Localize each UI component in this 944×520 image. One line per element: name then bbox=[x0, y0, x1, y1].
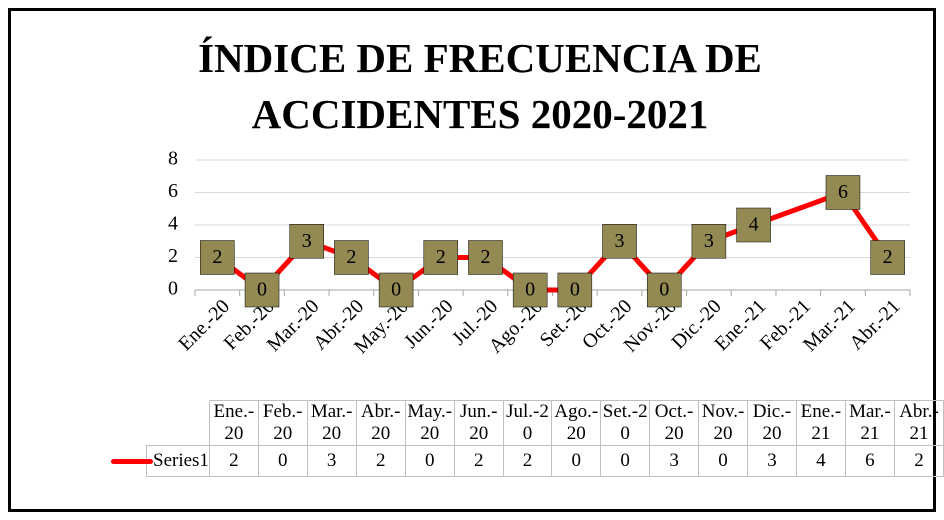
data-label: 3 bbox=[615, 230, 625, 252]
table-value: 3 bbox=[747, 445, 797, 477]
table-header-cell: Ene.-21 bbox=[795, 400, 846, 446]
x-tick-label: Ene.-20 bbox=[174, 295, 234, 355]
x-tick-label: Abr.-21 bbox=[845, 295, 904, 354]
chart-frame bbox=[8, 8, 936, 512]
table-value: 4 bbox=[795, 445, 846, 477]
data-label: 2 bbox=[883, 246, 893, 268]
table-header-cell: May.-20 bbox=[404, 400, 455, 446]
marker bbox=[334, 240, 369, 275]
y-tick-label: 8 bbox=[168, 148, 178, 170]
marker bbox=[200, 240, 235, 275]
marker bbox=[825, 175, 861, 210]
data-label: 0 bbox=[391, 279, 401, 301]
table-value: 2 bbox=[355, 445, 406, 477]
data-label: 3 bbox=[302, 230, 312, 252]
marker bbox=[378, 272, 414, 308]
data-table: Ene.-20 Feb.-20 Mar.-20 Abr.-20 May.-20 Jun.-… bbox=[111, 400, 944, 477]
data-label: 2 bbox=[212, 246, 222, 268]
table-value: 2 bbox=[893, 445, 944, 477]
y-tick-label: 2 bbox=[168, 245, 178, 267]
table-header-cell: Jun.-20 bbox=[453, 400, 504, 446]
table-header-row: Ene.-20 Feb.-20 Mar.-20 Abr.-20 May.-20 Jun.-… bbox=[147, 400, 944, 446]
table-value: 2 bbox=[208, 445, 259, 477]
data-label: 3 bbox=[704, 230, 714, 252]
table-header-cell: Mar.-21 bbox=[844, 400, 895, 446]
chart: 02468Ene.-20Feb.-20Mar.-20Abr.-20May.-20… bbox=[168, 148, 911, 358]
legend-swatch bbox=[111, 459, 153, 465]
table-value: 3 bbox=[649, 445, 700, 477]
data-label: 2 bbox=[480, 246, 490, 268]
legend-cell: Series1 bbox=[111, 445, 210, 477]
table-value: 0 bbox=[551, 445, 602, 477]
table-header-cell: Oct.-20 bbox=[649, 400, 700, 446]
y-tick-label: 4 bbox=[168, 213, 178, 235]
table-value: 2 bbox=[502, 445, 553, 477]
table-value: 0 bbox=[404, 445, 455, 477]
table-header-cell: Set.-20 bbox=[600, 400, 651, 446]
marker bbox=[646, 272, 682, 308]
table-header-cell: Jul.-20 bbox=[502, 400, 553, 446]
table-row: Series1 2 0 3 2 0 2 2 0 0 3 0 3 4 6 2 bbox=[111, 445, 944, 477]
data-label: 0 bbox=[570, 279, 580, 301]
table-header-cell: Dic.-20 bbox=[747, 400, 797, 446]
x-tick-label: Ene.-21 bbox=[710, 295, 770, 355]
table-value: 0 bbox=[600, 445, 651, 477]
data-label: 6 bbox=[838, 181, 848, 203]
chart-title: ÍNDICE DE FRECUENCIA DE ACCIDENTES 2020-… bbox=[198, 35, 762, 137]
marker bbox=[512, 272, 548, 308]
data-label: 2 bbox=[436, 246, 446, 268]
legend-label: Series1 bbox=[153, 450, 209, 471]
marker bbox=[423, 240, 459, 275]
marker bbox=[602, 224, 637, 259]
table-header-cell: Ago.-20 bbox=[551, 400, 602, 446]
table-header-cell: Abr.-21 bbox=[893, 400, 944, 446]
data-label: 0 bbox=[525, 279, 535, 301]
table-value: 0 bbox=[698, 445, 749, 477]
data-label: 0 bbox=[659, 279, 669, 301]
table-header-cell: Nov.-20 bbox=[698, 400, 749, 446]
marker bbox=[557, 272, 593, 308]
data-label: 4 bbox=[749, 214, 759, 236]
table-value: 2 bbox=[453, 445, 504, 477]
table-value: 0 bbox=[257, 445, 308, 477]
table-header-cell: Abr.-20 bbox=[355, 400, 406, 446]
data-label: 2 bbox=[346, 246, 356, 268]
table-header-cell: Mar.-20 bbox=[306, 400, 357, 446]
marker bbox=[468, 240, 503, 275]
table-value: 3 bbox=[306, 445, 357, 477]
table-header-cell: Feb.-20 bbox=[257, 400, 308, 446]
marker bbox=[289, 224, 324, 259]
y-tick-label: 6 bbox=[168, 180, 178, 202]
y-tick-label: 0 bbox=[168, 278, 178, 300]
table-header-cell: Ene.-20 bbox=[208, 400, 259, 446]
data-label: 0 bbox=[257, 279, 267, 301]
marker bbox=[691, 224, 727, 259]
table-value: 6 bbox=[844, 445, 895, 477]
marker bbox=[736, 207, 771, 243]
marker bbox=[870, 240, 905, 275]
marker bbox=[244, 272, 280, 308]
